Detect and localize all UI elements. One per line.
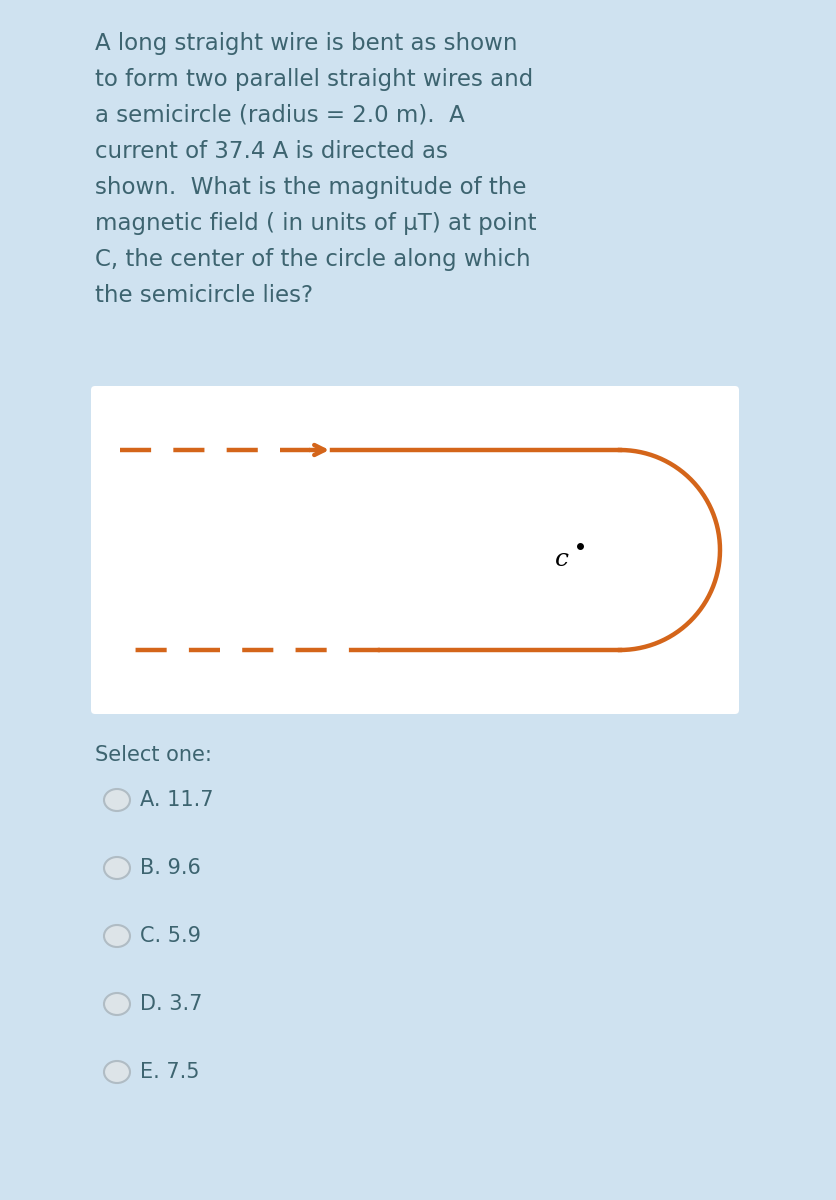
Ellipse shape	[104, 857, 130, 878]
Text: Select one:: Select one:	[95, 745, 212, 766]
Text: to form two parallel straight wires and: to form two parallel straight wires and	[95, 68, 533, 91]
Ellipse shape	[104, 790, 130, 811]
Ellipse shape	[104, 1061, 130, 1082]
Text: magnetic field ( in units of μT) at point: magnetic field ( in units of μT) at poin…	[95, 212, 537, 235]
Text: C, the center of the circle along which: C, the center of the circle along which	[95, 248, 531, 271]
Text: E. 7.5: E. 7.5	[140, 1062, 200, 1082]
Text: D. 3.7: D. 3.7	[140, 994, 202, 1014]
Text: current of 37.4 A is directed as: current of 37.4 A is directed as	[95, 140, 448, 163]
Text: the semicircle lies?: the semicircle lies?	[95, 284, 314, 307]
Text: C. 5.9: C. 5.9	[140, 926, 201, 946]
Text: c: c	[555, 548, 569, 571]
Ellipse shape	[104, 925, 130, 947]
Ellipse shape	[104, 994, 130, 1015]
FancyBboxPatch shape	[91, 386, 739, 714]
Text: A long straight wire is bent as shown: A long straight wire is bent as shown	[95, 32, 517, 55]
Text: A. 11.7: A. 11.7	[140, 790, 213, 810]
Text: shown.  What is the magnitude of the: shown. What is the magnitude of the	[95, 176, 527, 199]
Text: B. 9.6: B. 9.6	[140, 858, 201, 878]
Text: a semicircle (radius = 2.0 m).  A: a semicircle (radius = 2.0 m). A	[95, 104, 465, 127]
